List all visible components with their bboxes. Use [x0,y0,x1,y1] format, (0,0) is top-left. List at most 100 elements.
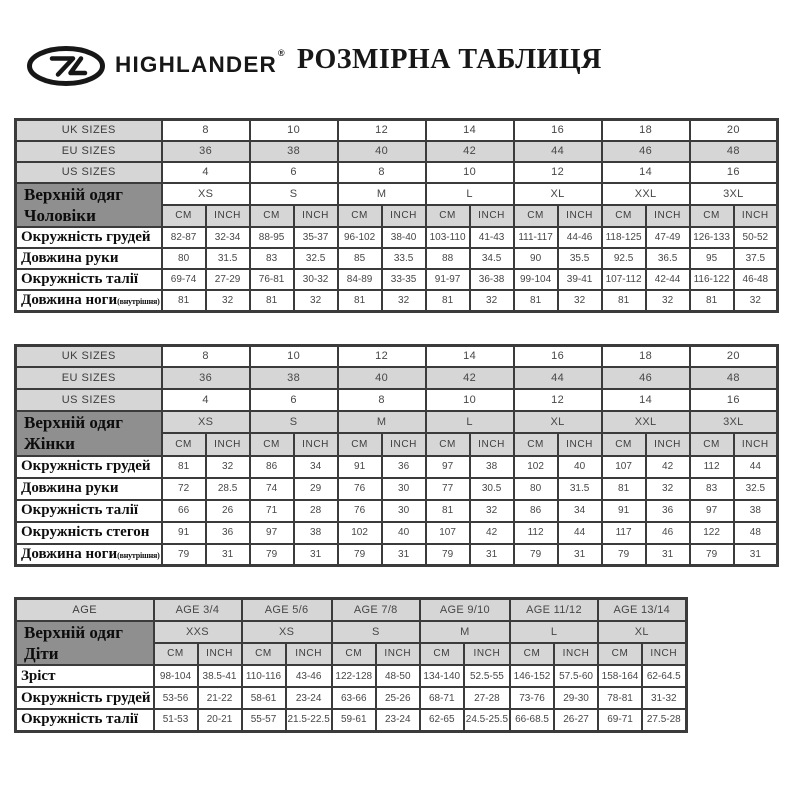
size-system-label: US SIZES [14,160,163,184]
size-value-cell: 16 [688,160,779,184]
measurement-value-cell: 83 [688,476,735,501]
size-value-cell: 4 [160,160,251,184]
measurement-value-cell: 31 [292,542,339,567]
size-system-label: AGE [14,597,155,622]
size-value-cell: 46 [600,366,691,390]
measurement-value-cell: 31-32 [641,686,688,710]
size-value-cell: 16 [512,344,603,368]
letter-size-cell: L [424,409,515,435]
measurement-value-cell: 116-122 [688,268,735,291]
size-value-cell: 8 [336,388,427,412]
size-value-cell: 16 [512,118,603,142]
measurement-value-cell: 44 [732,454,779,479]
measurement-label-text: Довжина ноги [21,291,118,308]
measurement-value-cell: 79 [688,542,735,567]
measurement-value-cell: 112 [688,454,735,479]
measurement-value-cell: 35.5 [556,247,603,270]
measurement-value-cell: 90 [512,247,559,270]
size-value-cell: 38 [248,366,339,390]
size-system-row: UK SIZES 8 10 12 14 16 18 20 [14,118,779,142]
size-value-cell: 4 [160,388,251,412]
size-value-cell: 20 [688,344,779,368]
unit-inch-label: INCH [284,641,333,667]
measurement-value-cell: 37.5 [732,247,779,270]
measurement-value-cell: 92.5 [600,247,647,270]
measurement-value-cell: 57.5-60 [553,664,600,688]
unit-cm-label: CM [424,432,471,457]
size-value-cell: 12 [512,388,603,412]
measurement-value-cell: 26 [204,498,251,523]
measurement-label: Окружність стегон [14,520,163,545]
measurement-label: Довжина руки [14,247,163,270]
unit-inch-label: INCH [204,203,251,229]
measurement-value-cell: 32-34 [204,226,251,249]
unit-inch-label: INCH [468,432,515,457]
size-value-cell: 14 [600,388,691,412]
size-table-women: UK SIZES 8 10 12 14 16 18 20 EU SIZES 36 38 40 42 44 4… [14,343,780,567]
measurement-value-cell: 38.5-41 [196,664,243,688]
measurement-value-cell: 79 [248,542,295,567]
measurement-value-cell: 102 [336,520,383,545]
unit-cm-label: CM [336,432,383,457]
measurement-label-text: Окружність грудей [21,689,151,706]
measurement-value-cell: 38 [468,454,515,479]
measurement-value-cell: 81 [424,289,471,312]
size-value-cell: 38 [248,139,339,163]
measurement-value-cell: 81 [248,289,295,312]
size-system-row: US SIZES 4 6 8 10 12 14 16 [14,388,779,412]
measurement-label: Довжина ноги(внутрішня) [14,542,163,567]
size-system-row: US SIZES 4 6 8 10 12 14 16 [14,160,779,184]
unit-cm-label: CM [600,432,647,457]
measurement-value-cell: 39-41 [556,268,603,291]
size-value-cell: 10 [424,160,515,184]
measurement-value-cell: 33-35 [380,268,427,291]
unit-cm-label: CM [160,432,207,457]
measurement-value-cell: 69-74 [160,268,207,291]
measurement-row: Довжина ноги(внутрішня) 79 31 79 31 79 31 79 31 7… [14,542,779,567]
measurement-value-cell: 59-61 [330,708,377,732]
kids-size-table-section: AGE AGE 3/4 AGE 5/6 AGE 7/8 AGE 9/10 AGE 11/1… [14,597,786,733]
measurement-value-cell: 21.5-22.5 [284,708,333,732]
measurement-value-cell: 118-125 [600,226,647,249]
measurement-row: Окружність грудей 53-56 21-22 58-61 23-24 63-… [14,686,688,710]
letter-size-cell: L [509,619,600,644]
measurement-value-cell: 31.5 [204,247,251,270]
measurement-value-cell: 38-40 [380,226,427,249]
measurement-value-cell: 91 [160,520,207,545]
measurement-value-cell: 63-66 [330,686,377,710]
letter-size-row: Верхній одяг Діти XXS XS S M L XL [14,619,688,666]
letter-size-row: Верхній одяг Жінки XS S M L XL XXL 3XL [14,409,779,457]
measurement-value-cell: 36 [204,520,251,545]
measurement-value-cell: 97 [248,520,295,545]
measurement-label: Окружність грудей [14,226,163,249]
size-value-cell: 10 [424,388,515,412]
measurement-label-text: Окружність талії [21,271,139,287]
letter-size-cell: S [248,181,339,206]
brand-name: HIGHLANDER [115,52,277,77]
measurement-value-cell: 76 [336,476,383,501]
size-value-cell: 48 [688,139,779,163]
measurement-value-cell: 30-32 [292,268,339,291]
measurement-value-cell: 107-112 [600,268,647,291]
size-table-kids: AGE AGE 3/4 AGE 5/6 AGE 7/8 AGE 9/10 AGE 11/1… [14,597,688,733]
measurement-label-text: Довжина руки [21,250,119,266]
unit-inch-label: INCH [556,203,603,229]
size-value-cell: 40 [336,139,427,163]
measurement-value-cell: 55-57 [240,708,287,732]
measurement-value-cell: 103-110 [424,226,471,249]
measurement-value-cell: 32.5 [292,247,339,270]
measurement-value-cell: 38 [292,520,339,545]
unit-cm-label: CM [240,641,287,667]
measurement-value-cell: 35-37 [292,226,339,249]
unit-inch-label: INCH [641,641,688,667]
letter-size-cell: XS [240,619,333,644]
measurement-value-cell: 20-21 [196,708,243,732]
size-value-cell: AGE 9/10 [418,597,512,622]
measurement-value-cell: 97 [688,498,735,523]
measurement-value-cell: 27-28 [462,686,512,710]
measurement-value-cell: 48 [732,520,779,545]
measurement-value-cell: 44 [556,520,603,545]
unit-cm-label: CM [597,641,644,667]
measurement-value-cell: 98-104 [152,664,199,688]
measurement-label: Зріст [14,664,155,688]
